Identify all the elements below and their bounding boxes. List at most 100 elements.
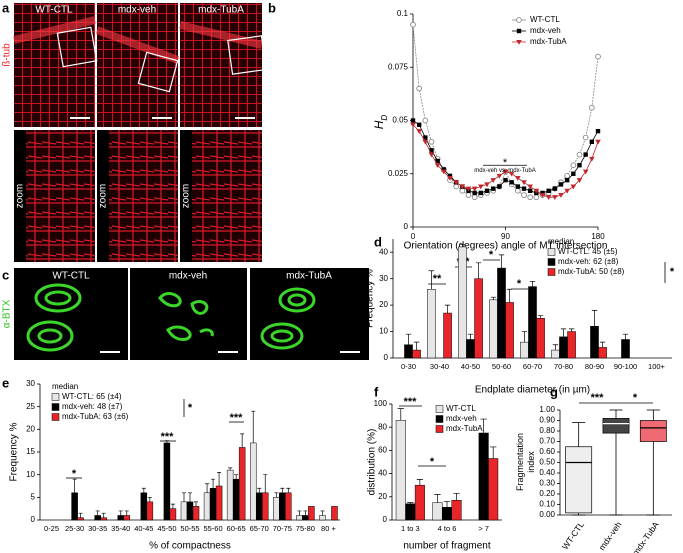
point [447,173,453,179]
y-axis-label-line: Fragmentation [515,433,525,491]
error-bar [194,501,198,507]
bar [528,286,537,359]
bar [432,502,443,521]
image [130,268,247,360]
legend-label: mdx-veh: 62 (±8) [558,257,619,266]
legend-label: WT-CTL: 45 (±5) [558,247,618,256]
error-bar [490,296,497,300]
legend-marker [516,28,522,34]
point [558,193,564,198]
error-bar [397,408,404,421]
y-tick-label: 0.90 [539,416,555,425]
point [515,176,521,181]
bar [209,488,217,521]
bar [536,318,545,359]
error-bar [95,510,100,516]
legend-swatch [51,413,60,421]
y-tick-label: 10 [26,470,35,479]
bar [285,492,292,521]
point [582,169,589,175]
point [497,184,502,189]
y-tick-label: 40 [379,247,388,256]
bar [331,506,338,521]
legend-label: mdx-veh: 48 (±7) [62,402,123,411]
error-bar [444,304,451,314]
point [429,148,434,153]
y-axis-label: Frequency % [365,269,376,328]
y-tick-label: 20 [379,300,388,309]
zoom-label: zoom [98,184,109,208]
y-tick-label: 0.40 [539,468,555,477]
legend-swatch [435,415,444,423]
point [527,194,534,201]
bar [77,517,84,521]
point [595,139,601,145]
x-tick-label: 50-60 [492,362,511,371]
point [589,139,595,144]
x-tick-label: 0 [411,232,416,241]
y-tick-label: 0.025 [388,169,409,178]
point [583,152,588,157]
stain-label: α-BTX [2,299,13,328]
y-tick-label: 5 [31,492,36,501]
error-bar [320,510,325,516]
bar [117,515,125,521]
y-tick-label: 20 [26,424,35,433]
x-tick-label: 30-40 [430,362,449,371]
error-bar [205,483,210,493]
x-tick-label: 90-100 [614,362,637,371]
y-axis-label-sub: D [380,115,389,121]
point [478,190,484,196]
error-bar [413,341,420,351]
point [552,186,558,191]
point [564,177,570,183]
bar [458,246,467,359]
bar [427,288,436,359]
panel-c-images: WT-CTL mdx-veh mdx-TubA α-BTX [2,268,369,360]
point [546,188,551,193]
error-bar [251,410,256,443]
y-tick-label: 0.60 [539,447,555,456]
column-label: WT-CTL [52,271,90,282]
panel-letter: c [2,267,9,282]
y-axis-label: Frequency % [9,422,20,481]
bar [451,500,462,521]
bar [441,506,453,521]
x-axis-label: % of compactness [149,541,231,552]
bar [232,478,240,521]
point [576,151,583,158]
bar [203,492,211,521]
y-tick-label: 25 [26,402,35,411]
y-tick-label: 0.00 [539,510,555,519]
error-bar [537,315,544,319]
point [422,139,429,145]
error-bar [428,270,435,290]
y-axis-label: distribution (%) [367,429,378,496]
point [521,180,527,186]
y-tick-label: 0 [384,353,389,362]
point [465,186,472,192]
x-tick-label: 60-65 [227,524,246,533]
legend-label: mdx-TubA: 63 (±6) [62,412,129,421]
error-bar [164,440,169,443]
point [465,192,472,198]
point [564,173,571,179]
point [434,163,441,169]
y-tick-label: 0.075 [388,62,409,71]
y-axis-label-line: index [526,451,536,473]
point [509,180,514,185]
x-tick-label: 60-70 [523,362,542,371]
error-bar [568,328,575,332]
error-bar [263,474,268,493]
point [521,186,527,191]
x-tick-label: 75-80 [296,524,315,533]
legend-swatch [435,425,444,433]
y-tick-label: 0 [31,515,36,524]
panel-a-images: WT-CTL mdx-veh mdx-TubA zoom zoom zoom ß… [2,3,267,262]
bar [590,326,599,359]
x-tick-label: 80 + [321,524,336,533]
point [484,182,490,188]
point [496,173,503,179]
error-bar [141,487,146,493]
